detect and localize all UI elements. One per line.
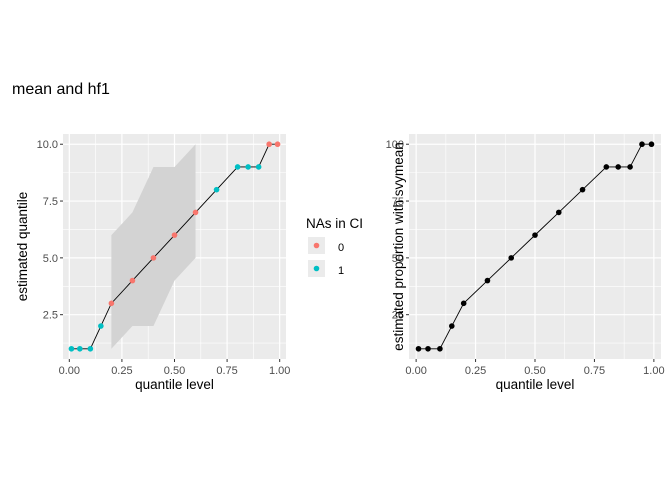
left-series-points (68, 141, 281, 352)
right-axis-ticks: 0.00 0.25 0.50 0.75 1.00 25 50 75 100 (386, 139, 665, 377)
right-y-tick-label: 25 (392, 310, 404, 322)
right-y-tick-label: 75 (392, 196, 404, 208)
legend-key-0-point (313, 242, 320, 249)
right-series-points (415, 141, 655, 352)
ci-ribbon-area (111, 144, 196, 349)
right-x-tick-label: 0.50 (524, 365, 545, 377)
legend-title: NAs in CI (306, 216, 363, 231)
left-y-tick-label: 2.5 (43, 310, 58, 322)
data-point-na-1 (77, 345, 83, 352)
right-data-point (648, 141, 655, 148)
data-point-na-1 (245, 164, 251, 170)
right-data-point (603, 164, 610, 170)
data-point-na-0 (266, 141, 272, 148)
right-data-point (508, 255, 515, 261)
data-point-na-1 (213, 186, 220, 193)
right-data-point (615, 164, 622, 170)
left-y-tick-label: 5.0 (43, 253, 58, 265)
right-data-point (425, 345, 431, 352)
legend-key-1-point (313, 265, 320, 272)
left-y-tick-label: 10.0 (37, 139, 58, 151)
left-x-tick-label: 0.00 (59, 365, 80, 377)
right-data-point (627, 164, 633, 170)
left-x-axis-label: quantile level (135, 377, 214, 392)
legend-label-0: 0 (338, 242, 344, 254)
left-x-tick-label: 1.00 (269, 365, 290, 377)
left-panel: 0.00 0.25 0.50 0.75 1.00 2.5 5.0 7.5 10.0 quanti… (15, 134, 290, 392)
right-data-point (484, 277, 491, 284)
left-x-tick-label: 0.25 (111, 365, 132, 377)
data-point-na-0 (274, 141, 281, 148)
legend-label-1: 1 (338, 265, 344, 277)
data-point-na-0 (129, 277, 136, 284)
data-point-na-0 (171, 232, 178, 238)
data-point-na-1 (255, 164, 262, 170)
data-point-na-0 (150, 255, 157, 261)
right-x-axis-label: quantile level (496, 377, 575, 392)
right-x-tick-label: 0.25 (465, 365, 486, 377)
right-y-axis-label: estimated proportion with svymean (391, 142, 406, 351)
data-point-na-0 (192, 209, 199, 216)
right-data-point (639, 141, 645, 148)
legend-keys (308, 237, 325, 277)
right-data-point (532, 232, 538, 238)
right-x-tick-label: 0.75 (584, 365, 605, 377)
right-data-point (448, 323, 455, 329)
plot-title: mean and hf1 (12, 81, 110, 98)
left-x-tick-label: 0.75 (216, 365, 237, 377)
right-panel: 0.00 0.25 0.50 0.75 1.00 25 50 75 100 quantile l… (386, 134, 665, 392)
right-data-point (555, 209, 562, 216)
left-x-tick-label: 0.50 (164, 365, 185, 377)
data-point-na-0 (108, 300, 115, 307)
data-point-na-1 (98, 323, 104, 329)
right-data-point (415, 345, 422, 352)
left-y-axis-label: estimated quantile (15, 192, 30, 302)
right-y-tick-label: 100 (386, 139, 404, 151)
left-axis-ticks: 0.00 0.25 0.50 0.75 1.00 2.5 5.0 7.5 10.0 (37, 139, 291, 377)
right-panel-grid (409, 134, 661, 359)
data-point-na-1 (87, 345, 94, 352)
right-data-point (579, 186, 586, 193)
confidence-ribbon (111, 144, 196, 349)
legend: NAs in CI 0 1 (306, 216, 363, 277)
right-data-point (437, 345, 443, 352)
right-x-tick-label: 1.00 (643, 365, 664, 377)
right-data-point (460, 300, 467, 307)
data-point-na-1 (68, 345, 75, 352)
right-y-tick-label: 50 (392, 253, 404, 265)
data-point-na-1 (234, 164, 241, 170)
left-y-tick-label: 7.5 (43, 196, 58, 208)
right-x-tick-label: 0.00 (405, 365, 426, 377)
